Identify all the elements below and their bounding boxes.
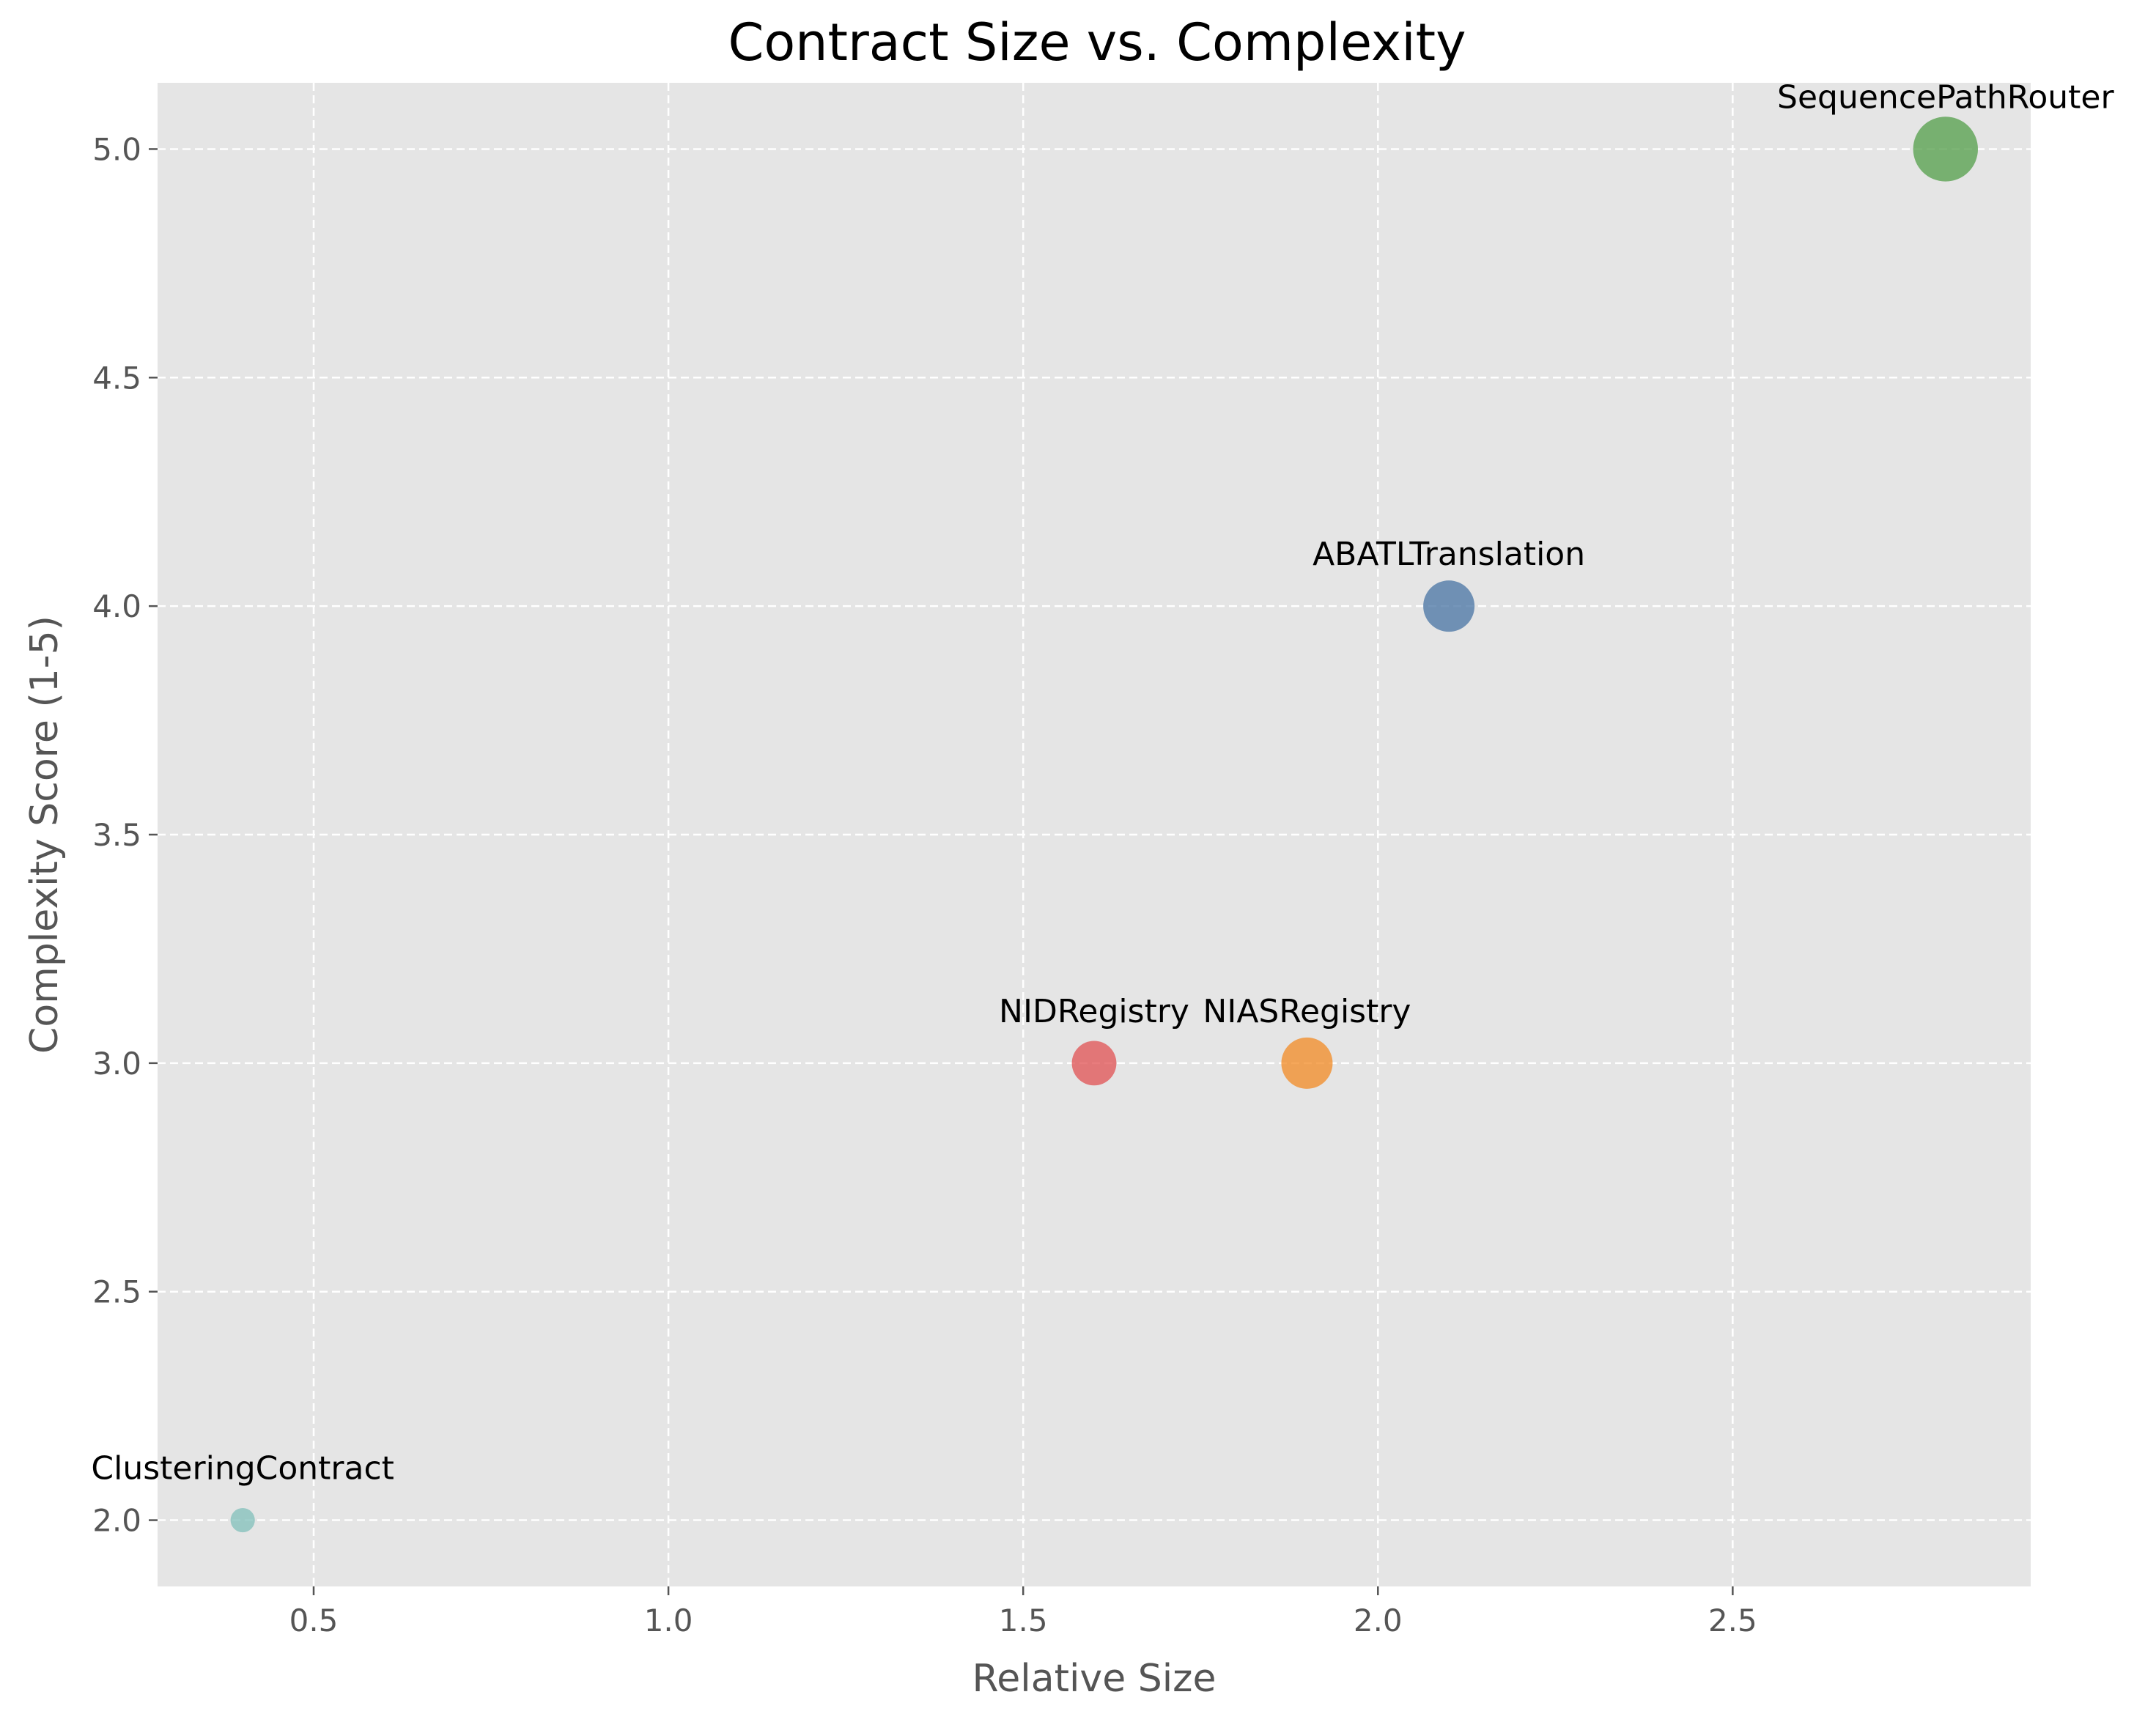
chart-title: Contract Size vs. Complexity: [728, 12, 1466, 73]
data-point-nidregistry[interactable]: [1071, 1041, 1117, 1086]
x-tick-label: 0.5: [289, 1603, 339, 1638]
point-label-nidregistry: NIDRegistry: [999, 993, 1189, 1030]
x-tick-label: 1.5: [999, 1603, 1048, 1638]
data-point-niasregistry[interactable]: [1281, 1037, 1333, 1089]
x-tick-label: 2.5: [1708, 1603, 1757, 1638]
point-label-sequencepathrouter: SequencePathRouter: [1777, 78, 2114, 116]
y-axis-label: Complexity Score (1-5): [23, 616, 67, 1054]
data-point-sequencepathrouter[interactable]: [1913, 117, 1979, 182]
y-tick-label: 5.0: [92, 131, 141, 167]
grid-lines: [158, 83, 2031, 1586]
y-tick-label: 3.5: [92, 817, 141, 853]
y-tick-label: 4.5: [92, 360, 141, 396]
x-tick-label: 2.0: [1354, 1603, 1403, 1638]
point-label-abatltranslation: ABATLTranslation: [1313, 536, 1585, 573]
data-points: [230, 117, 1979, 1533]
axis-ticks: 0.5 1.0 1.5 2.0 2.5 2.0 2.5 3.0 3.5 4.0 4.5 5.0: [92, 131, 1757, 1638]
data-point-clusteringcontract[interactable]: [230, 1507, 255, 1533]
point-labels: ClusteringContract NIDRegistry NIASRegistr…: [91, 78, 2114, 1487]
y-tick-label: 4.0: [92, 588, 141, 624]
x-tick-label: 1.0: [644, 1603, 693, 1638]
data-point-abatltranslation[interactable]: [1423, 580, 1475, 632]
point-label-clusteringcontract: ClusteringContract: [91, 1450, 394, 1488]
y-tick-label: 3.0: [92, 1046, 141, 1082]
x-axis-label: Relative Size: [972, 1657, 1217, 1701]
point-label-niasregistry: NIASRegistry: [1203, 993, 1411, 1030]
y-tick-label: 2.0: [92, 1503, 141, 1539]
y-tick-label: 2.5: [92, 1274, 141, 1310]
